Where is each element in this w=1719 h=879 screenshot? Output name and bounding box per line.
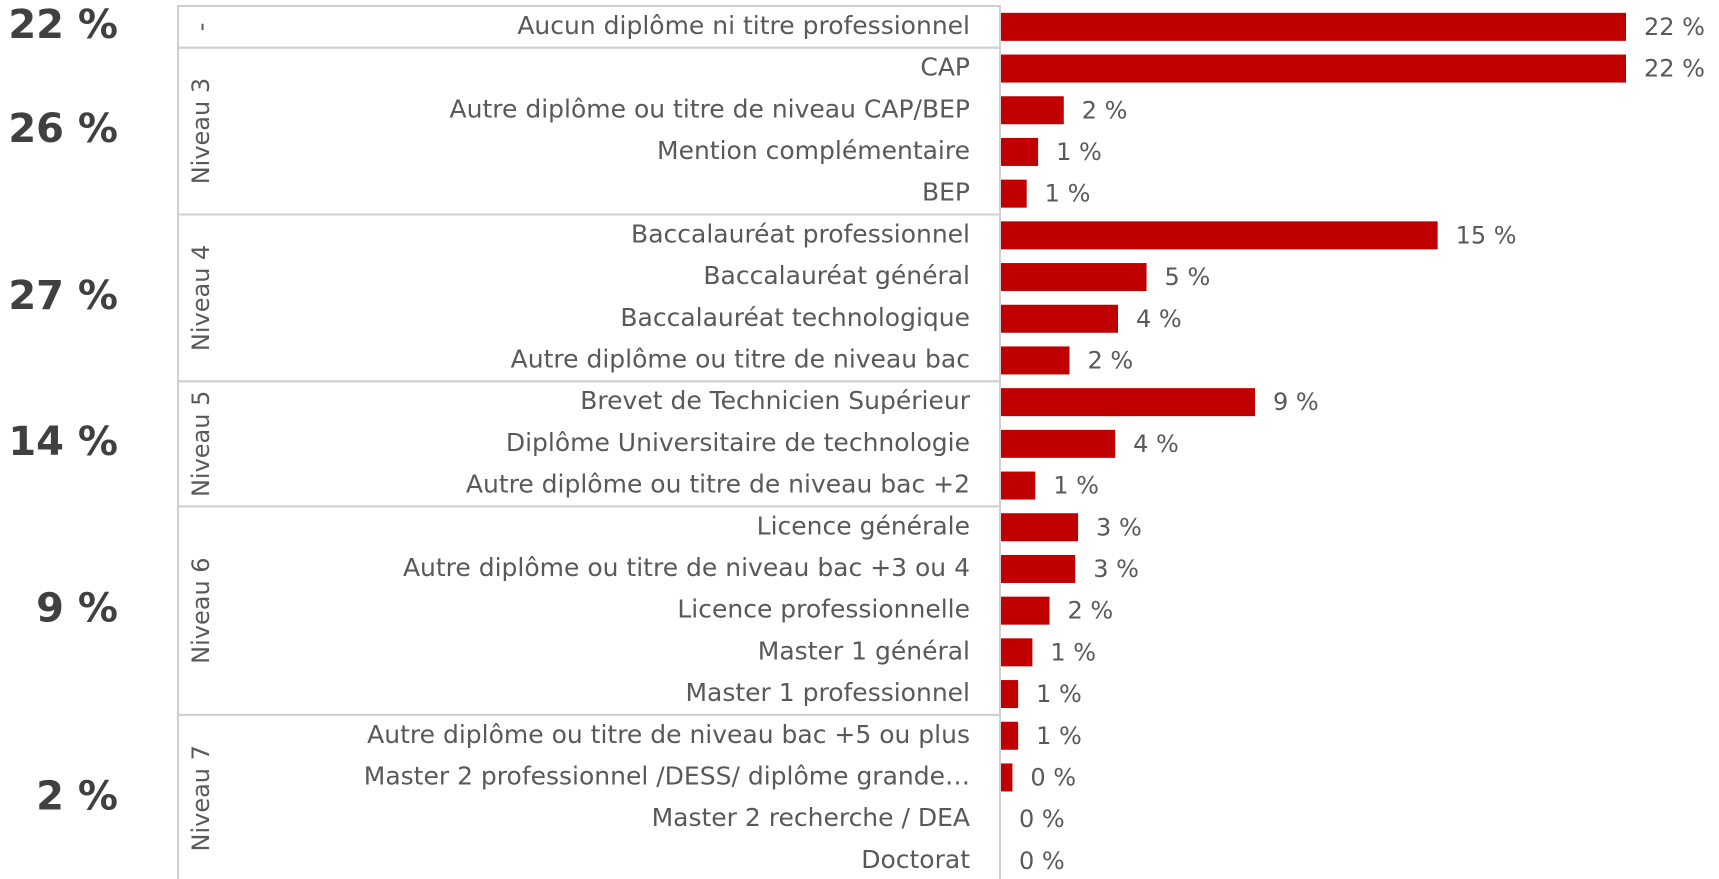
value-label: 15 % xyxy=(1456,221,1517,249)
bar xyxy=(1001,137,1039,166)
group-total: 22 % xyxy=(8,2,118,48)
category-label: Autre diplôme ou titre de niveau CAP/BEP xyxy=(450,94,970,123)
category-label: Autre diplôme ou titre de niveau bac xyxy=(511,344,970,373)
category-label: Diplôme Universitaire de technologie xyxy=(506,428,970,457)
value-label: 5 % xyxy=(1165,263,1211,291)
bar xyxy=(1001,12,1626,41)
bar xyxy=(1001,763,1013,792)
group-label: Niveau 6 xyxy=(187,557,215,663)
group-label: Niveau 3 xyxy=(187,78,215,184)
bar xyxy=(1001,429,1116,458)
value-label: 1 % xyxy=(1036,722,1082,750)
value-label: 2 % xyxy=(1068,597,1114,625)
bar xyxy=(1001,721,1019,750)
value-label: 1 % xyxy=(1056,138,1102,166)
value-label: 22 % xyxy=(1644,13,1705,41)
value-label: 1 % xyxy=(1050,638,1096,666)
value-label: 2 % xyxy=(1082,96,1128,124)
group-label: Niveau 5 xyxy=(187,391,215,497)
bar xyxy=(1001,179,1027,208)
category-label: Baccalauréat technologique xyxy=(620,303,970,332)
bar xyxy=(1001,471,1036,500)
group-total: 9 % xyxy=(36,586,118,632)
value-label: 3 % xyxy=(1093,555,1139,583)
category-label: CAP xyxy=(920,53,970,82)
bar xyxy=(1001,54,1626,83)
group-total: 14 % xyxy=(8,419,118,465)
value-label: 9 % xyxy=(1273,388,1319,416)
value-label: 3 % xyxy=(1096,513,1142,541)
value-label: 0 % xyxy=(1019,847,1065,875)
category-label: Licence professionnelle xyxy=(677,595,970,624)
group-label: Niveau 7 xyxy=(187,745,215,851)
bar xyxy=(1001,346,1070,375)
bar xyxy=(1001,96,1064,125)
value-label: 22 % xyxy=(1644,55,1705,83)
category-label: Brevet de Technicien Supérieur xyxy=(580,386,970,415)
bar xyxy=(1001,221,1438,250)
category-label: Doctorat xyxy=(861,845,970,874)
category-label: Aucun diplôme ni titre professionnel xyxy=(517,11,970,40)
category-label: BEP xyxy=(922,178,970,207)
category-label: Master 2 professionnel /DESS/ diplôme gr… xyxy=(364,761,970,790)
bar xyxy=(1001,596,1050,625)
category-label: Master 1 professionnel xyxy=(685,678,970,707)
group-box xyxy=(177,46,1001,216)
bar xyxy=(1001,680,1019,709)
bar xyxy=(1001,513,1079,542)
bar xyxy=(1001,388,1255,417)
value-label: 4 % xyxy=(1133,430,1179,458)
category-label: Autre diplôme ou titre de niveau bac +5 … xyxy=(367,720,970,749)
bar xyxy=(1001,554,1076,583)
group-total: 27 % xyxy=(8,273,118,319)
category-label: Licence générale xyxy=(757,511,970,540)
category-label: Mention complémentaire xyxy=(657,136,970,165)
group-label: Niveau 4 xyxy=(187,245,215,351)
group-total: 2 % xyxy=(36,773,118,819)
value-label: 0 % xyxy=(1030,763,1076,791)
group-total: 26 % xyxy=(8,106,118,152)
value-label: 1 % xyxy=(1036,680,1082,708)
category-label: Baccalauréat professionnel xyxy=(631,219,970,248)
category-label: Master 1 général xyxy=(758,636,970,665)
group-label: - xyxy=(187,23,215,32)
category-label: Autre diplôme ou titre de niveau bac +2 xyxy=(466,470,970,499)
group-box xyxy=(177,713,1001,879)
value-label: 4 % xyxy=(1136,305,1182,333)
bar xyxy=(1001,304,1119,333)
category-label: Autre diplôme ou titre de niveau bac +3 … xyxy=(403,553,970,582)
value-label: 0 % xyxy=(1019,805,1065,833)
value-label: 1 % xyxy=(1045,180,1091,208)
category-label: Master 2 recherche / DEA xyxy=(652,803,970,832)
value-label: 2 % xyxy=(1087,346,1133,374)
bar xyxy=(1001,638,1033,667)
category-label: Baccalauréat général xyxy=(703,261,970,290)
value-label: 1 % xyxy=(1053,472,1099,500)
bar xyxy=(1001,263,1147,292)
